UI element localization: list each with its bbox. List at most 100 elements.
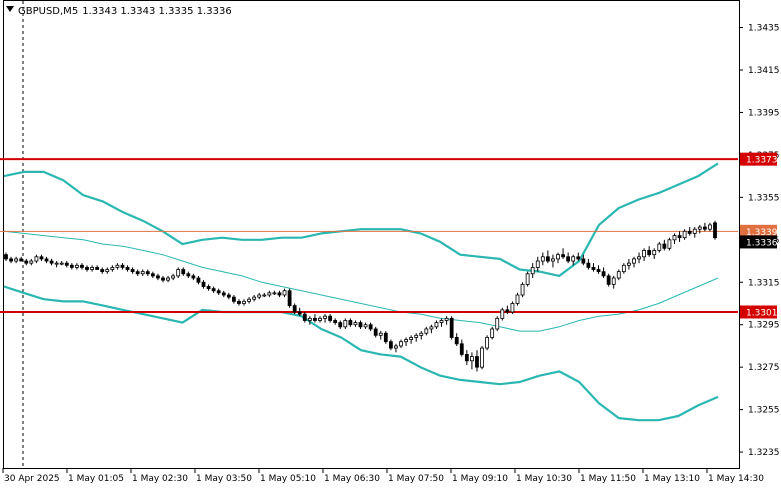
candle xyxy=(576,252,581,262)
candle-body xyxy=(282,290,287,296)
candle xyxy=(247,297,251,304)
candle-body xyxy=(505,309,510,313)
candle xyxy=(388,339,393,351)
candle-body xyxy=(566,256,571,262)
candle-body xyxy=(110,267,115,270)
candle-body xyxy=(69,264,74,268)
candle-body xyxy=(434,322,439,328)
candle xyxy=(672,233,677,245)
candle xyxy=(596,265,601,274)
candle xyxy=(657,241,662,253)
x-tick-label: 1 May 10:30 xyxy=(516,474,572,484)
candle-body xyxy=(226,294,231,298)
candle xyxy=(409,335,414,344)
candle-body xyxy=(19,258,24,262)
candle-body xyxy=(414,334,419,338)
x-tick-label: 30 Apr 2025 xyxy=(4,474,60,484)
y-tick-label: 1.3435 xyxy=(748,24,780,34)
candle-body xyxy=(616,271,621,279)
candle-body xyxy=(424,328,429,334)
candle xyxy=(135,269,140,276)
candle xyxy=(566,252,571,264)
candles xyxy=(4,220,717,372)
candle-body xyxy=(358,322,363,328)
candle xyxy=(221,290,226,298)
candle xyxy=(313,314,317,323)
candle-body xyxy=(368,324,373,330)
candle xyxy=(399,339,403,349)
candle-body xyxy=(409,337,414,340)
candle-body xyxy=(34,256,39,262)
candle-body xyxy=(520,283,525,296)
x-tick-label: 1 May 13:10 xyxy=(644,474,700,484)
candle xyxy=(652,248,657,259)
candle-body xyxy=(125,267,130,270)
candle xyxy=(490,326,495,340)
candle xyxy=(647,246,652,257)
candle xyxy=(4,252,8,262)
candle xyxy=(161,275,165,283)
candle-body xyxy=(191,275,196,279)
candle-body xyxy=(95,267,100,270)
candle xyxy=(591,263,596,272)
candle-body xyxy=(642,250,646,258)
candle xyxy=(282,288,287,298)
candle xyxy=(39,254,44,262)
candle xyxy=(181,267,186,276)
candle-body xyxy=(29,260,34,264)
candle-body xyxy=(439,320,444,323)
candle-body xyxy=(247,298,251,302)
candle-body xyxy=(100,269,105,273)
level-price-tag-bg xyxy=(740,305,777,319)
candle xyxy=(454,333,459,346)
horizontal-lines xyxy=(0,158,738,313)
candle-body xyxy=(662,243,667,249)
x-axis: 30 Apr 2025 1 May 01:05 1 May 02:30 1 May 0… xyxy=(2,468,764,484)
candle-body xyxy=(708,224,712,230)
candle-body xyxy=(687,230,692,234)
candle xyxy=(667,237,672,251)
candle xyxy=(130,267,135,274)
candle xyxy=(29,258,34,266)
collapse-triangle-icon[interactable] xyxy=(6,6,14,12)
candle-body xyxy=(672,235,677,241)
candle-body xyxy=(262,294,267,297)
candle xyxy=(125,265,130,272)
bollinger-middle-line xyxy=(3,230,719,332)
candle-body xyxy=(475,356,479,368)
candle xyxy=(535,256,540,272)
candle xyxy=(120,263,125,270)
candle-body xyxy=(196,277,201,283)
candle xyxy=(545,250,550,264)
candle xyxy=(277,290,282,298)
candle xyxy=(49,258,54,266)
candle xyxy=(621,263,626,274)
candle-body xyxy=(105,269,110,273)
candle xyxy=(69,263,74,270)
candle-body xyxy=(206,286,211,290)
candle-body xyxy=(54,262,59,265)
candle xyxy=(54,261,59,268)
candle-body xyxy=(135,271,140,275)
candle-body xyxy=(611,277,616,285)
y-tick-label: 1.3235 xyxy=(748,448,780,458)
candle xyxy=(176,267,181,279)
candle xyxy=(156,273,160,281)
candle xyxy=(439,318,444,327)
bollinger-lower-line xyxy=(3,285,719,422)
candle-body xyxy=(186,273,191,277)
x-tick-label: 1 May 01:05 xyxy=(68,474,124,484)
candle-body xyxy=(495,317,500,330)
candle xyxy=(353,320,358,327)
candle xyxy=(292,303,297,315)
y-tick-label: 1.3255 xyxy=(748,406,780,416)
candle xyxy=(687,227,692,236)
candle-body xyxy=(637,256,641,260)
candle xyxy=(267,290,272,298)
candle-body xyxy=(277,292,282,296)
candle xyxy=(611,275,616,289)
candle xyxy=(551,254,555,268)
candle xyxy=(171,273,176,281)
